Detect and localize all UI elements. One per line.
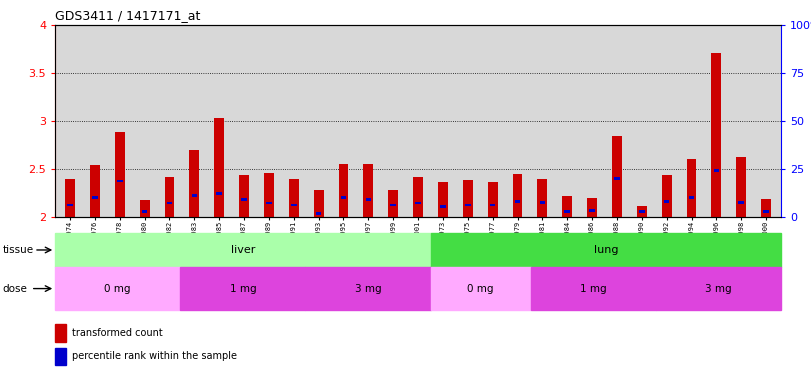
Bar bbox=[639, 210, 645, 213]
Bar bbox=[689, 196, 694, 199]
Text: 0 mg: 0 mg bbox=[467, 283, 494, 294]
Bar bbox=[687, 159, 697, 217]
Text: GDS3411 / 1417171_at: GDS3411 / 1417171_at bbox=[55, 9, 200, 22]
Bar bbox=[614, 177, 620, 180]
Text: lung: lung bbox=[594, 245, 618, 255]
Bar bbox=[388, 190, 398, 217]
Bar bbox=[714, 169, 719, 172]
Bar bbox=[242, 198, 247, 201]
Bar bbox=[341, 196, 346, 199]
Bar bbox=[761, 199, 771, 217]
Text: dose: dose bbox=[2, 283, 28, 294]
Bar bbox=[190, 150, 200, 217]
Bar bbox=[612, 136, 622, 217]
Bar bbox=[656, 267, 781, 310]
Bar bbox=[490, 204, 496, 207]
Bar bbox=[266, 202, 272, 205]
Bar bbox=[142, 210, 148, 213]
Bar bbox=[538, 179, 547, 217]
Bar bbox=[487, 182, 498, 217]
Bar bbox=[316, 212, 321, 215]
Bar bbox=[637, 207, 646, 217]
Bar bbox=[363, 164, 373, 217]
Bar bbox=[65, 179, 75, 217]
Text: transformed count: transformed count bbox=[72, 328, 163, 338]
Bar bbox=[562, 196, 573, 217]
Bar bbox=[515, 200, 520, 203]
Bar bbox=[664, 200, 669, 203]
Bar bbox=[191, 194, 197, 197]
Bar bbox=[413, 177, 423, 217]
Bar bbox=[587, 198, 597, 217]
Bar bbox=[167, 202, 172, 205]
Bar bbox=[440, 205, 446, 209]
Bar bbox=[92, 196, 97, 199]
Text: 3 mg: 3 mg bbox=[354, 283, 381, 294]
Bar bbox=[366, 198, 371, 201]
Bar bbox=[264, 173, 274, 217]
Bar bbox=[67, 204, 73, 207]
Bar bbox=[438, 182, 448, 217]
Bar bbox=[117, 180, 122, 182]
Text: 1 mg: 1 mg bbox=[230, 283, 256, 294]
Bar bbox=[239, 175, 249, 217]
Bar bbox=[306, 267, 431, 310]
Bar bbox=[465, 204, 470, 207]
Bar bbox=[590, 209, 594, 212]
Text: tissue: tissue bbox=[2, 245, 33, 255]
Bar bbox=[711, 53, 721, 217]
Bar bbox=[431, 233, 781, 267]
Bar bbox=[415, 202, 421, 205]
Text: liver: liver bbox=[230, 245, 255, 255]
Bar bbox=[662, 175, 672, 217]
Bar bbox=[736, 157, 746, 217]
Bar bbox=[289, 179, 298, 217]
Text: 0 mg: 0 mg bbox=[105, 283, 131, 294]
Bar bbox=[180, 267, 306, 310]
Bar bbox=[55, 233, 431, 267]
Text: 1 mg: 1 mg bbox=[580, 283, 607, 294]
Bar bbox=[739, 201, 744, 204]
Bar bbox=[763, 210, 769, 213]
Text: 3 mg: 3 mg bbox=[705, 283, 732, 294]
Bar bbox=[539, 201, 545, 204]
Bar bbox=[530, 267, 656, 310]
Bar bbox=[431, 267, 530, 310]
Bar bbox=[564, 210, 570, 213]
Bar bbox=[513, 174, 522, 217]
Bar bbox=[291, 204, 297, 207]
Bar bbox=[390, 204, 396, 207]
Bar bbox=[314, 190, 324, 217]
Text: percentile rank within the sample: percentile rank within the sample bbox=[72, 351, 237, 361]
Bar bbox=[338, 164, 349, 217]
Bar bbox=[214, 118, 224, 217]
Bar bbox=[55, 267, 180, 310]
Bar bbox=[115, 132, 125, 217]
Bar bbox=[463, 180, 473, 217]
Bar bbox=[165, 177, 174, 217]
Bar bbox=[139, 200, 149, 217]
Bar bbox=[90, 165, 100, 217]
Bar bbox=[217, 192, 222, 195]
